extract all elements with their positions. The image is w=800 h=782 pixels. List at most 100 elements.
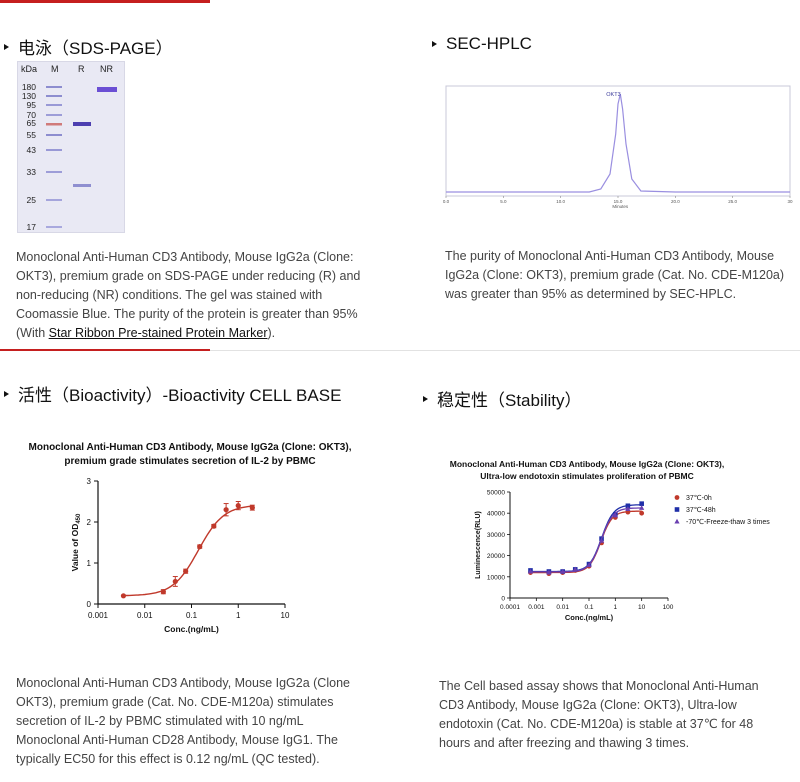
sec-hplc-section: SEC-HPLC [432,34,532,54]
stab-y-axis-label: Luminescence(RLU) [475,511,482,579]
bio-y-tick-label: 2 [87,518,92,527]
sec-hplc-chromatogram: OKT3 0.0 5.0 10.0 15.0 20.0 25.0 30 Minutes [443,85,793,209]
bio-data-point [197,544,203,550]
mw-label: 33 [27,167,37,177]
bullet-triangle-icon [423,395,428,402]
bio-y-tick-label: 0 [87,600,92,609]
mw-label: 65 [27,118,37,128]
bioactivity-description: Monoclonal Anti-Human CD3 Antibody, Mous… [16,676,350,766]
bullet-triangle-icon [432,41,437,47]
stab-data-point [639,501,644,506]
bio-fit-curve [123,505,253,597]
top-accent-bar [0,0,210,3]
sds-desc-text: Monoclonal Anti-Human CD3 Antibody, Mous… [16,250,361,340]
stab-title-line1: Monoclonal Anti-Human CD3 Antibody, Mous… [450,459,725,469]
hplc-trace-line [446,93,790,193]
divider-accent [0,349,210,351]
bio-y-axis-label: Value of OD450 [70,513,82,571]
sds-page-gel-image: kDa M R NR 180 130 95 70 65 55 43 33 25 … [17,61,125,233]
bio-x-axis-label: Conc.(ng/mL) [164,624,219,634]
lane-label-r: R [78,64,85,74]
stab-data-point [639,510,645,516]
stab-y-tick-label: 10000 [487,574,505,581]
stab-x-tick-label: 1 [614,604,618,611]
stability-chart: Monoclonal Anti-Human CD3 Antibody, Mous… [450,459,770,622]
bio-data-point [211,523,217,529]
bio-data-point [172,578,178,585]
stab-x-tick-label: 0.0001 [500,604,520,611]
stab-x-tick-label: 0.01 [556,604,569,611]
stab-legend-marker [674,495,680,500]
hplc-x-tick-label: 5.0 [500,199,507,204]
bio-data-point [183,568,189,574]
stab-data-point [546,569,552,575]
stab-fit-curve [530,504,642,573]
bio-x-tick-label: 10 [281,611,290,620]
hplc-x-tick-label: 15.0 [614,199,623,204]
bio-x-tick-label: 0.01 [137,611,153,620]
sds-page-description: Monoclonal Anti-Human CD3 Antibody, Mous… [16,248,361,343]
bio-title-line1: Monoclonal Anti-Human CD3 Antibody, Mous… [29,442,352,453]
bio-y-tick-label: 3 [87,477,92,486]
stability-description: The Cell based assay shows that Monoclon… [439,679,759,750]
sec-hplc-title: SEC-HPLC [446,34,532,53]
mw-label: 95 [27,100,37,110]
lane-label-kda: kDa [21,64,37,74]
stab-data-point [560,568,566,574]
stab-data-point [572,566,578,572]
sec-hplc-description: The purity of Monoclonal Anti-Human CD3 … [445,249,785,301]
stab-legend-marker [674,518,680,524]
stab-y-tick-label: 30000 [487,532,505,539]
bioactivity-title: 活性（Bioactivity）-Bioactivity CELL BASE [18,386,342,405]
hplc-x-axis-label: Minutes [612,204,629,209]
mw-label: 17 [27,222,37,232]
mw-label: 130 [22,91,36,101]
sds-desc-end: ). [267,326,276,340]
sds-page-heading: 电泳（SDS-PAGE） [4,34,173,59]
bioactivity-section: 活性（Bioactivity）-Bioactivity CELL BASE [4,381,341,406]
lane-label-m: M [51,64,59,74]
hplc-x-tick-label: 20.0 [671,199,680,204]
bio-data-point [120,593,127,599]
stab-data-point [625,506,631,511]
stab-data-point [612,512,618,518]
hplc-peak-label: OKT3 [606,92,620,98]
gel-lanes: kDa M R NR 180 130 95 70 65 55 43 33 25 … [21,64,117,232]
bio-data-point [160,589,166,595]
stab-data-point [598,537,605,543]
stab-data-point [586,562,592,568]
stability-heading: 稳定性（Stability） [423,386,582,411]
mw-label: 25 [27,195,37,205]
stab-y-tick-label: 40000 [487,511,505,518]
stab-legend-label: -70℃-Freeze-thaw 3 times [686,519,770,526]
stab-x-axis-label: Conc.(ng/mL) [565,613,614,622]
stab-fit-curve [530,507,642,573]
stab-data-point [639,505,645,510]
lane-label-nr: NR [100,64,113,74]
stab-data-point [625,503,631,509]
bullet-triangle-icon [4,43,9,50]
section-divider [0,349,800,351]
bio-x-tick-label: 0.1 [186,611,198,620]
star-ribbon-marker-link[interactable]: Star Ribbon Pre-stained Protein Marker [48,326,268,340]
stab-legend-label: 37℃-48h [686,507,716,514]
bioactivity-chart: Monoclonal Anti-Human CD3 Antibody, Mous… [29,442,352,634]
bio-data-point [249,505,255,511]
bio-x-tick-label: 1 [236,611,241,620]
bio-title-line2: premium grade stimulates secretion of IL… [64,456,315,467]
hplc-plot-frame [445,85,791,197]
stab-y-tick-label: 50000 [487,490,505,497]
mw-label: 55 [27,130,37,140]
mw-label: 180 [22,82,36,92]
stability-section: 稳定性（Stability） [423,386,582,411]
stability-title: 稳定性（Stability） [437,391,582,410]
stab-x-tick-label: 100 [663,604,674,611]
sec-hplc-heading: SEC-HPLC [432,34,532,54]
mw-label: 43 [27,145,37,155]
stab-x-tick-label: 0.1 [584,604,593,611]
hplc-x-tick-label: 10.0 [556,199,565,204]
sds-page-title: 电泳（SDS-PAGE） [18,39,173,58]
stab-legend-marker [674,507,680,512]
nonreduced-lane-band [97,87,117,92]
stab-fit-curve [530,510,642,574]
